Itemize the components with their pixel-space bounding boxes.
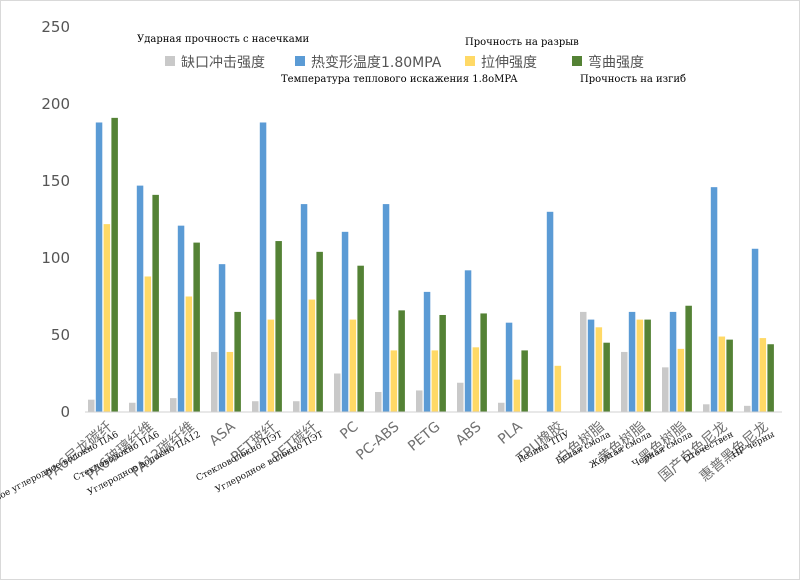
bar — [308, 299, 316, 412]
bar — [416, 390, 423, 412]
legend-swatch — [295, 56, 305, 66]
bar — [211, 351, 218, 412]
bar — [252, 401, 259, 412]
legend: 缺口冲击强度 Ударная прочность с насечками热变形温度… — [137, 34, 686, 85]
y-tick-label: 150 — [41, 172, 70, 190]
bar — [375, 391, 382, 412]
legend-label: 热变形温度1.80MPA — [311, 55, 442, 71]
bar — [293, 401, 300, 412]
legend-translation: Ударная прочность с насечками — [137, 34, 310, 45]
bar — [767, 344, 774, 412]
bar — [88, 399, 95, 412]
bar — [177, 225, 185, 412]
y-tick-label: 250 — [41, 18, 70, 36]
bar — [275, 241, 282, 412]
legend-translation: Прочность на разрыв — [465, 37, 579, 48]
bar — [513, 379, 521, 412]
bar — [398, 310, 405, 412]
y-tick-label: 50 — [51, 326, 70, 344]
bar — [259, 122, 267, 412]
bar — [300, 204, 308, 412]
bar — [431, 350, 439, 412]
bar — [472, 347, 480, 412]
bar — [669, 311, 677, 412]
bar — [726, 339, 733, 412]
bar — [439, 314, 446, 412]
bar — [144, 276, 152, 412]
legend-swatch — [465, 56, 475, 66]
bar — [136, 185, 144, 412]
bar — [580, 311, 587, 412]
legend-label: 弯曲强度 — [588, 54, 644, 71]
bar — [505, 322, 513, 412]
bar — [234, 311, 241, 412]
legend-swatch — [165, 56, 175, 66]
bar — [129, 402, 136, 412]
bar — [744, 405, 751, 412]
bar — [111, 117, 118, 413]
legend-translation: Прочность на изгиб — [580, 74, 686, 85]
bar — [316, 251, 323, 412]
bar — [218, 264, 226, 412]
bar — [587, 319, 595, 412]
bar — [382, 204, 390, 412]
bar — [423, 291, 431, 412]
bar — [710, 187, 718, 412]
y-tick-label: 200 — [41, 95, 70, 113]
bar — [677, 348, 685, 412]
bar — [636, 319, 644, 412]
bar — [226, 351, 234, 412]
bar — [95, 122, 103, 412]
bar — [628, 311, 636, 412]
bar — [334, 373, 341, 412]
bar — [267, 319, 275, 412]
bar — [357, 265, 364, 412]
bar — [349, 319, 357, 412]
bar — [480, 313, 487, 412]
bar — [152, 194, 159, 412]
bar — [603, 342, 610, 412]
y-tick-label: 100 — [41, 249, 70, 267]
bar — [685, 305, 692, 412]
legend-label: 缺口冲击强度 — [181, 55, 265, 71]
bar — [341, 231, 349, 412]
bar — [644, 319, 651, 412]
bar — [464, 270, 472, 412]
y-axis: 0 50 100 150 200 250 — [41, 18, 70, 421]
bar — [662, 367, 669, 412]
bars — [88, 117, 774, 413]
y-tick-label: 0 — [60, 403, 70, 421]
bar — [703, 404, 710, 412]
bar — [170, 398, 177, 412]
bar — [498, 402, 505, 412]
legend-label: 拉伸强度 — [481, 55, 537, 71]
bar — [621, 351, 628, 412]
bar — [390, 350, 398, 412]
bar — [546, 211, 554, 412]
bar — [103, 224, 111, 412]
bar — [595, 327, 603, 412]
legend-translation: Температура теплового искажения 1.8oMPA — [281, 74, 518, 85]
bar — [521, 350, 528, 412]
legend-swatch — [572, 56, 582, 66]
bar — [185, 296, 193, 412]
bar — [751, 248, 759, 412]
bar — [759, 338, 767, 412]
bar — [554, 365, 562, 412]
bar — [718, 336, 726, 412]
bar — [457, 382, 464, 412]
bar — [193, 242, 200, 412]
